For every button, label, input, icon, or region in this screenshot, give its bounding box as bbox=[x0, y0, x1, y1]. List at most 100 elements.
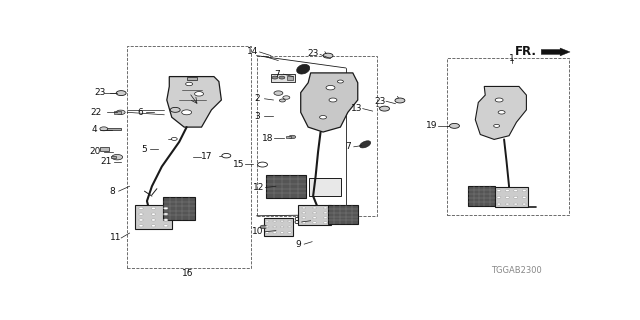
Bar bbox=[163, 197, 195, 220]
Circle shape bbox=[497, 196, 501, 198]
Circle shape bbox=[288, 226, 291, 228]
Circle shape bbox=[280, 99, 285, 102]
Text: 8: 8 bbox=[293, 218, 299, 227]
Bar bbox=[286, 136, 291, 138]
Polygon shape bbox=[301, 73, 358, 132]
Text: 6: 6 bbox=[138, 108, 143, 117]
Text: 12: 12 bbox=[253, 183, 264, 192]
Circle shape bbox=[449, 124, 460, 128]
Circle shape bbox=[395, 98, 405, 103]
Circle shape bbox=[280, 220, 284, 222]
Circle shape bbox=[279, 76, 285, 79]
Text: 5: 5 bbox=[141, 145, 147, 154]
Bar bbox=[447, 58, 568, 215]
Bar bbox=[266, 174, 306, 198]
Circle shape bbox=[116, 110, 125, 115]
Circle shape bbox=[170, 108, 180, 112]
Text: 10: 10 bbox=[252, 227, 263, 236]
Text: 13: 13 bbox=[351, 104, 362, 113]
Ellipse shape bbox=[360, 141, 371, 148]
Circle shape bbox=[322, 206, 327, 208]
Bar bbox=[127, 46, 251, 268]
Circle shape bbox=[274, 91, 283, 95]
Text: 21: 21 bbox=[100, 157, 111, 166]
Circle shape bbox=[497, 203, 501, 205]
Circle shape bbox=[139, 213, 143, 215]
Bar bbox=[328, 205, 358, 224]
Text: 7: 7 bbox=[275, 70, 280, 79]
Circle shape bbox=[495, 98, 503, 102]
Text: 15: 15 bbox=[233, 160, 244, 169]
Circle shape bbox=[164, 219, 168, 221]
Circle shape bbox=[302, 207, 306, 209]
Circle shape bbox=[164, 207, 168, 209]
Bar bbox=[271, 74, 295, 82]
Circle shape bbox=[172, 138, 177, 140]
Circle shape bbox=[514, 203, 518, 205]
Text: 11: 11 bbox=[110, 234, 122, 243]
Circle shape bbox=[497, 189, 501, 192]
Circle shape bbox=[302, 222, 306, 224]
Bar bbox=[135, 205, 172, 229]
Circle shape bbox=[506, 203, 509, 205]
Circle shape bbox=[164, 225, 168, 227]
Circle shape bbox=[313, 222, 317, 224]
Circle shape bbox=[380, 106, 390, 111]
Bar bbox=[495, 187, 529, 207]
Circle shape bbox=[257, 162, 268, 167]
Circle shape bbox=[289, 135, 296, 139]
Circle shape bbox=[164, 213, 168, 215]
Circle shape bbox=[514, 189, 518, 192]
Circle shape bbox=[112, 155, 123, 160]
Circle shape bbox=[139, 219, 143, 221]
Text: 22: 22 bbox=[91, 108, 102, 117]
Text: 16: 16 bbox=[182, 269, 194, 278]
Circle shape bbox=[326, 85, 335, 90]
Circle shape bbox=[514, 196, 518, 198]
Text: 17: 17 bbox=[201, 152, 212, 161]
Text: 20: 20 bbox=[89, 147, 100, 156]
Polygon shape bbox=[167, 76, 221, 127]
Circle shape bbox=[273, 226, 276, 228]
Text: 9: 9 bbox=[296, 240, 301, 249]
Circle shape bbox=[498, 111, 505, 114]
Circle shape bbox=[323, 53, 333, 58]
Circle shape bbox=[116, 91, 126, 96]
Bar bbox=[187, 77, 196, 80]
Circle shape bbox=[313, 217, 317, 219]
Circle shape bbox=[337, 80, 344, 83]
Circle shape bbox=[151, 225, 156, 227]
Circle shape bbox=[273, 232, 276, 234]
Circle shape bbox=[151, 207, 156, 209]
Text: 18: 18 bbox=[262, 134, 273, 143]
Circle shape bbox=[151, 219, 156, 221]
Polygon shape bbox=[476, 86, 527, 140]
Circle shape bbox=[266, 226, 269, 228]
Circle shape bbox=[522, 196, 526, 198]
Circle shape bbox=[522, 203, 526, 205]
Text: 8: 8 bbox=[110, 187, 116, 196]
Bar bbox=[264, 218, 293, 236]
Bar bbox=[287, 76, 292, 80]
Circle shape bbox=[283, 96, 290, 99]
Bar bbox=[468, 186, 495, 206]
Circle shape bbox=[313, 212, 317, 214]
Circle shape bbox=[280, 232, 284, 234]
Circle shape bbox=[178, 214, 190, 220]
Circle shape bbox=[329, 98, 337, 102]
Circle shape bbox=[182, 110, 191, 115]
Circle shape bbox=[323, 217, 327, 219]
Text: 23: 23 bbox=[307, 49, 319, 58]
Bar bbox=[309, 178, 341, 196]
Circle shape bbox=[302, 217, 306, 219]
Circle shape bbox=[260, 225, 267, 228]
Circle shape bbox=[302, 212, 306, 214]
Circle shape bbox=[506, 196, 509, 198]
Circle shape bbox=[186, 82, 193, 86]
Circle shape bbox=[493, 124, 500, 127]
Circle shape bbox=[323, 207, 327, 209]
Bar bbox=[114, 111, 121, 114]
Text: FR.: FR. bbox=[515, 45, 538, 58]
Text: 14: 14 bbox=[247, 47, 259, 56]
Text: 23: 23 bbox=[374, 97, 386, 106]
